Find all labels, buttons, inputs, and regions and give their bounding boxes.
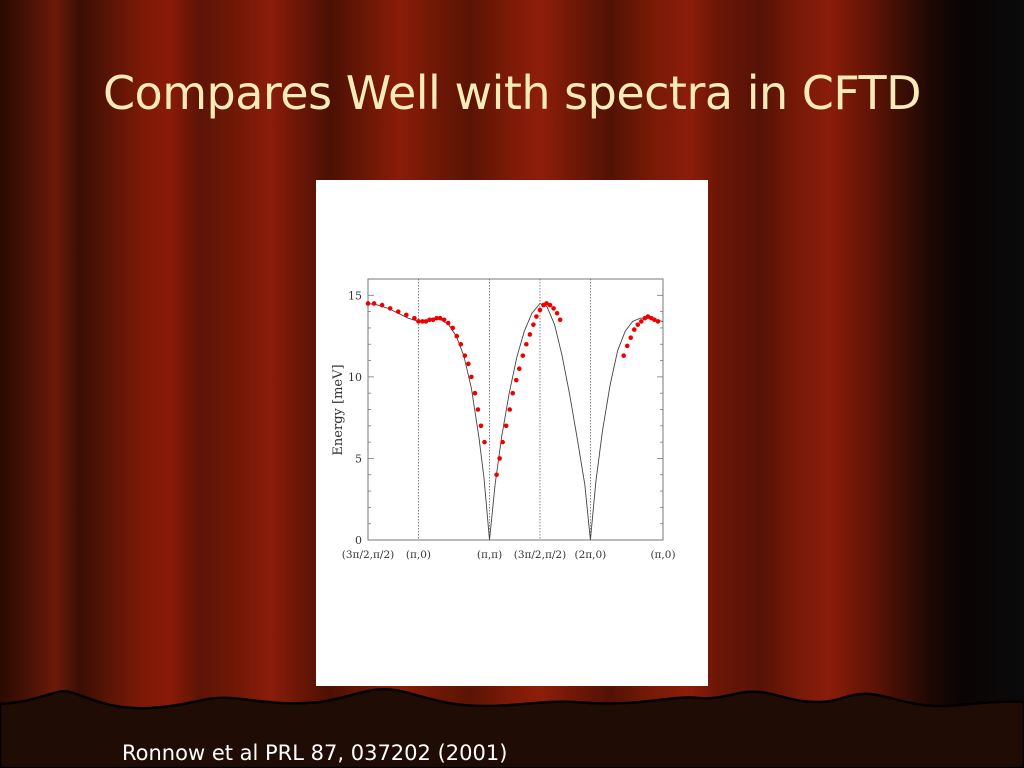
data-point [450, 325, 456, 331]
data-point [478, 423, 484, 429]
data-point [482, 439, 487, 445]
data-point [534, 314, 539, 319]
data-point [469, 374, 474, 380]
data-point [544, 301, 549, 306]
data-point [524, 341, 529, 347]
data-point [458, 341, 464, 347]
y-tick-label: 0 [355, 534, 362, 547]
data-point [547, 302, 553, 308]
data-point [445, 320, 451, 326]
data-point [437, 315, 443, 321]
y-tick-label: 10 [348, 371, 362, 384]
data-point [454, 333, 460, 339]
slide-title: Compares Well with spectra in CFTD [102, 66, 922, 120]
data-point [404, 312, 409, 318]
data-point [628, 335, 634, 341]
data-point [500, 439, 505, 445]
data-point [520, 353, 526, 358]
data-point [395, 309, 401, 314]
y-tick-label: 15 [348, 289, 362, 302]
data-point [423, 319, 429, 324]
data-point [365, 301, 371, 306]
y-tick-label: 5 [355, 452, 362, 465]
x-tick-label: (π,0) [406, 549, 431, 561]
data-point [427, 317, 432, 323]
data-point [531, 322, 536, 327]
x-tick-label: (π,π) [477, 549, 502, 561]
data-point [412, 315, 417, 321]
data-point [387, 306, 393, 311]
data-point [510, 390, 516, 396]
data-point [507, 407, 513, 412]
data-point [497, 456, 502, 461]
data-point [420, 319, 425, 324]
data-point [472, 390, 478, 396]
data-point [466, 361, 471, 367]
dispersion-chart: 0 5 10 15 (3π/2,π/2) (π,0) (π,π) (3π/2,π/2) (2π… [331, 278, 676, 561]
data-point [635, 322, 641, 327]
data-point [551, 306, 556, 311]
data-point [441, 317, 447, 323]
x-tick-label: (π,0) [650, 549, 675, 561]
data-point [557, 317, 563, 323]
y-axis-label: Energy [meV] [331, 364, 346, 455]
chart-figure: 0 5 10 15 (3π/2,π/2) (π,0) (π,π) (3π/2,π/2) (2π… [316, 180, 708, 686]
data-point [494, 472, 499, 478]
curtain-valance [0, 687, 1024, 768]
data-point [434, 315, 439, 321]
data-point [462, 353, 468, 358]
x-tick-label: (3π/2,π/2) [514, 549, 566, 561]
data-point [527, 332, 533, 337]
data-point [503, 423, 509, 429]
data-point [416, 319, 421, 324]
data-point [645, 314, 651, 319]
data-point [513, 377, 519, 383]
data-point [475, 407, 481, 412]
data-point [430, 317, 436, 323]
data-point [631, 327, 637, 332]
citation-text: Ronnow et al PRL 87, 037202 (2001) [122, 741, 508, 765]
x-tick-label: (2π,0) [574, 549, 606, 561]
theory-curve [367, 302, 664, 541]
data-point [655, 319, 661, 324]
data-point [537, 307, 543, 313]
data-point [379, 302, 385, 308]
data-point [371, 301, 377, 306]
x-tick-label: (3π/2,π/2) [342, 549, 394, 561]
data-point [652, 317, 657, 323]
data-point [639, 319, 644, 324]
data-point [621, 353, 626, 358]
data-point [516, 366, 522, 372]
data-point [624, 343, 630, 349]
data-point [554, 310, 560, 316]
